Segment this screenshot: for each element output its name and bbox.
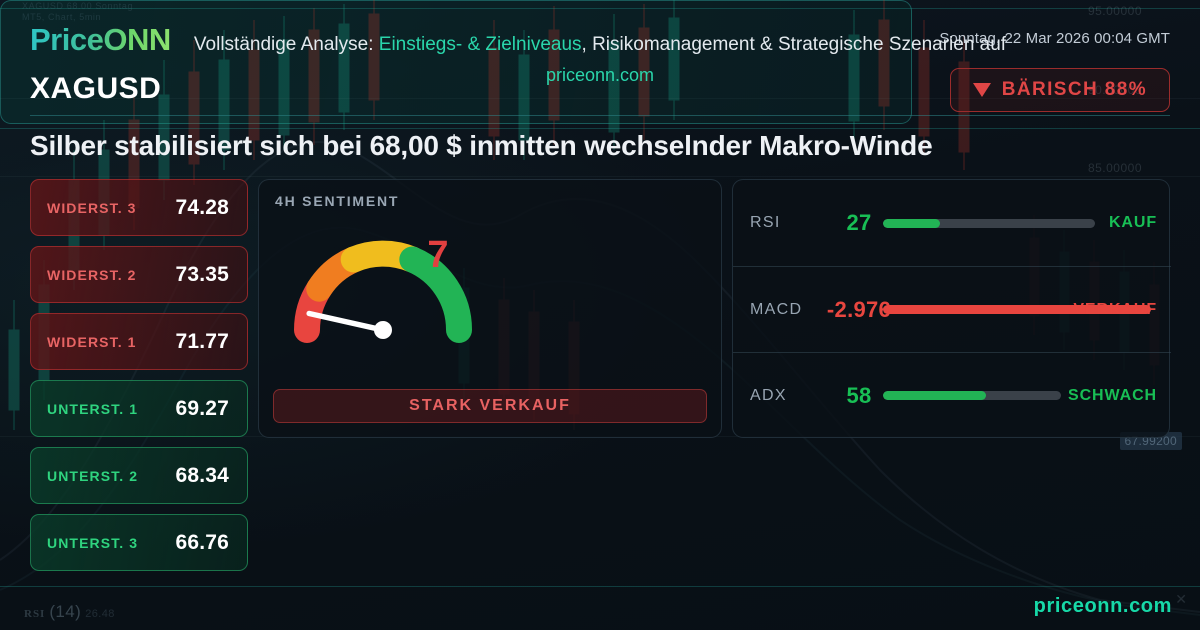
chart-rsi-period: (14) — [49, 602, 82, 621]
sentiment-verdict-badge[interactable]: STARK VERKAUF — [273, 389, 707, 423]
cta-suffix: , Risikomanagement & Strategische Szenar… — [581, 34, 1007, 55]
indicator-value: 58 — [846, 382, 872, 408]
indicator-row: MACD -2.976 VERKAUF — [733, 266, 1171, 352]
chart-gridline — [0, 98, 1200, 99]
indicator-progress-fill — [883, 218, 941, 228]
indicator-signal: VERKAUF — [1073, 300, 1157, 318]
indicators-panel: RSI 27 KAUF MACD -2.976 VERKAUF ADX 58 SCHWACH — [732, 179, 1171, 438]
chart-gridline — [0, 176, 1200, 177]
chart-rsi-caption: RSI (14) 26.48 — [24, 602, 115, 622]
gauge-hub — [374, 321, 392, 339]
indicator-row: RSI 27 KAUF — [733, 180, 1171, 266]
cta-panel[interactable]: Vollständige Analyse: Einstiegs- & Zieln… — [0, 0, 1006, 124]
indicator-name: ADX — [750, 386, 787, 404]
page-title: Silber stabilisiert sich bei 68,00 $ inm… — [30, 130, 933, 161]
bias-badge[interactable]: BÄRISCH 88% — [949, 68, 1170, 112]
triangle-down-icon — [972, 83, 991, 97]
chart-teal-line — [0, 128, 1200, 129]
level-row: UNTERST. 2 68.34 — [30, 447, 248, 504]
price-axis-label: 90.00000 — [1087, 83, 1142, 97]
indicator-value: -2.976 — [826, 296, 892, 322]
level-row: WIDERST. 1 71.77 — [30, 313, 248, 370]
level-label: WIDERST. 1 — [47, 333, 137, 350]
indicator-signal: SCHWACH — [1068, 386, 1157, 404]
level-value: 73.35 — [175, 262, 229, 286]
indicator-name: RSI — [750, 214, 781, 231]
chart-rsi-value: 26.48 — [85, 608, 115, 620]
indicator-progress-fill — [883, 305, 1151, 314]
chart-teal-line — [0, 8, 1200, 9]
level-row: UNTERST. 3 66.76 — [30, 514, 248, 571]
indicator-progress-track — [883, 305, 1151, 314]
header-divider — [30, 115, 1170, 116]
sentiment-panel: 4H SENTIMENT 7 STARK VERKAUF — [258, 179, 722, 438]
sentiment-panel-title: 4H SENTIMENT — [275, 193, 400, 209]
level-row: WIDERST. 2 73.35 — [30, 246, 248, 303]
gauge-needle — [306, 310, 386, 333]
sentiment-verdict-label: STARK VERKAUF — [409, 397, 571, 414]
level-row: WIDERST. 3 74.28 — [30, 179, 248, 236]
indicator-signal: KAUF — [1108, 214, 1157, 231]
price-axis-label: 85.00000 — [1087, 161, 1142, 175]
level-label: UNTERST. 1 — [47, 400, 139, 417]
chart-teal-line — [0, 586, 1200, 587]
level-label: UNTERST. 2 — [47, 467, 139, 484]
sentiment-score: 7 — [427, 234, 449, 276]
level-label: WIDERST. 2 — [47, 266, 137, 283]
footer-brand[interactable]: priceonn.com — [1033, 595, 1172, 617]
price-axis-label: 95.00000 — [1087, 4, 1142, 18]
gauge-svg — [294, 240, 473, 343]
level-value: 66.76 — [175, 530, 229, 554]
level-value: 71.77 — [175, 329, 229, 353]
level-value: 69.27 — [175, 396, 229, 420]
close-icon: ✕ — [1175, 591, 1187, 607]
cta-highlight: Einstiegs- & Zielniveaus — [378, 34, 582, 55]
ticker-symbol: XAGUSD — [30, 72, 162, 105]
chart-header-note: XAGUSD 68.00 Sonntag MT5, Chart, 5min — [22, 1, 134, 22]
cta-prefix: Vollständige Analyse: — [193, 34, 379, 55]
chart-rsi-label: RSI — [24, 608, 46, 620]
indicator-name: MACD — [750, 300, 803, 318]
indicator-progress-track — [883, 391, 1061, 400]
indicator-value: 27 — [846, 210, 872, 235]
bias-badge-label: BÄRISCH 88% — [1001, 79, 1147, 100]
levels-list: WIDERST. 3 74.28 WIDERST. 2 73.35 WIDERST. 1… — [30, 179, 248, 571]
indicator-progress-track — [883, 218, 1095, 228]
level-value: 74.28 — [175, 195, 229, 219]
level-row: UNTERST. 1 69.27 — [30, 380, 248, 437]
level-label: UNTERST. 3 — [47, 534, 139, 551]
indicator-row: ADX 58 SCHWACH — [733, 352, 1171, 438]
timestamp: Sonntag, 22 Mar 2026 00:04 GMT — [939, 30, 1170, 47]
cta-site-link[interactable]: priceonn.com — [545, 65, 655, 85]
indicator-progress-fill — [883, 391, 987, 400]
sentiment-gauge — [259, 230, 723, 360]
level-label: WIDERST. 3 — [47, 199, 137, 216]
level-value: 68.34 — [175, 463, 229, 487]
cta-text: Vollständige Analyse: Einstiegs- & Zieln… — [0, 34, 1200, 56]
